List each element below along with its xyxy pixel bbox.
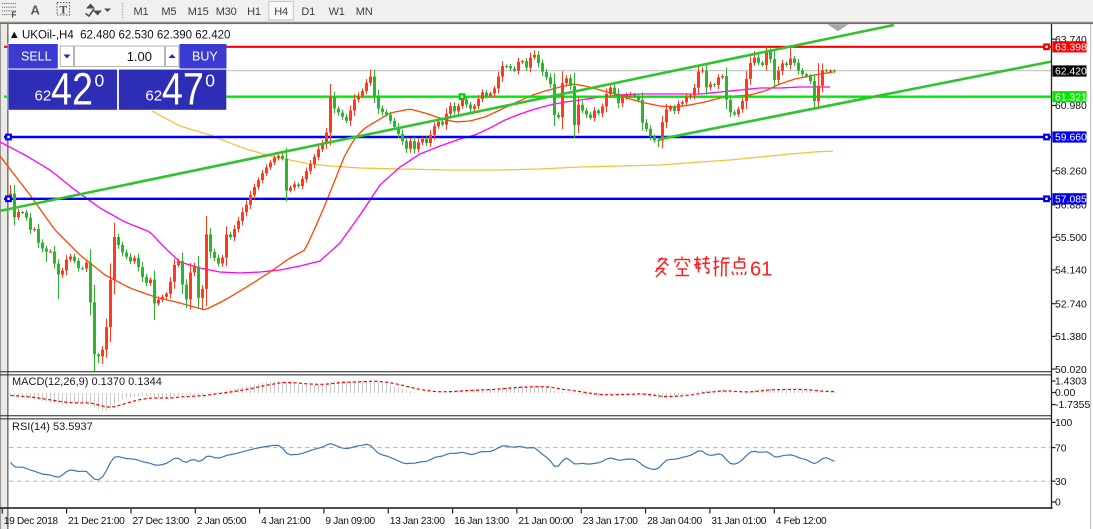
svg-text:47: 47 (162, 64, 204, 115)
svg-text:M5: M5 (161, 6, 176, 18)
svg-text:51.380: 51.380 (1055, 332, 1087, 343)
svg-text:4 Jan 21:00: 4 Jan 21:00 (261, 516, 311, 527)
svg-text:4 Feb 12:00: 4 Feb 12:00 (776, 516, 827, 527)
svg-text:BUY: BUY (192, 50, 218, 64)
svg-text:16 Jan 13:00: 16 Jan 13:00 (454, 516, 509, 527)
svg-text:31 Jan 01:00: 31 Jan 01:00 (711, 516, 766, 527)
svg-text:28 Jan 04:00: 28 Jan 04:00 (647, 516, 702, 527)
svg-text:42: 42 (51, 64, 93, 115)
svg-text:55.500: 55.500 (1055, 233, 1087, 244)
svg-text:30: 30 (1055, 477, 1067, 488)
svg-text:61: 61 (750, 259, 772, 281)
svg-text:19 Dec 2018: 19 Dec 2018 (4, 516, 59, 527)
svg-text:W1: W1 (329, 6, 345, 18)
svg-text:62.420: 62.420 (1055, 67, 1087, 78)
svg-text:-1.7355: -1.7355 (1055, 400, 1090, 411)
svg-text:9 Jan 09:00: 9 Jan 09:00 (325, 516, 375, 527)
svg-text:F: F (12, 11, 17, 20)
svg-text:58.260: 58.260 (1055, 167, 1087, 178)
svg-text:61.321: 61.321 (1055, 92, 1087, 103)
svg-text:54.140: 54.140 (1055, 266, 1087, 277)
svg-text:H1: H1 (247, 6, 261, 18)
svg-text:13 Jan 23:00: 13 Jan 23:00 (390, 516, 445, 527)
svg-text:D1: D1 (301, 6, 315, 18)
svg-text:23 Jan 17:00: 23 Jan 17:00 (583, 516, 638, 527)
svg-text:0: 0 (205, 71, 215, 91)
svg-text:50.020: 50.020 (1055, 365, 1087, 376)
svg-text:21 Dec 21:00: 21 Dec 21:00 (68, 516, 125, 527)
svg-text:100: 100 (1055, 418, 1073, 429)
svg-text:M30: M30 (216, 6, 237, 18)
svg-text:UKOil-,H4 62.480 62.530 62.39: UKOil-,H4 62.480 62.530 62.390 62.420 (22, 30, 230, 42)
svg-text:1.4303: 1.4303 (1055, 377, 1087, 388)
svg-text:M1: M1 (134, 6, 149, 18)
svg-text:RSI(14) 53.5937: RSI(14) 53.5937 (12, 421, 93, 433)
svg-text:27 Dec 13:00: 27 Dec 13:00 (133, 516, 190, 527)
svg-text:70: 70 (1055, 443, 1067, 454)
svg-text:0.00: 0.00 (1055, 388, 1075, 399)
svg-text:0: 0 (95, 71, 105, 91)
svg-text:MACD(12,26,9) 0.1370 0.1344: MACD(12,26,9) 0.1370 0.1344 (12, 376, 162, 388)
svg-text:56.880: 56.880 (1055, 201, 1087, 212)
svg-text:21 Jan 00:00: 21 Jan 00:00 (518, 516, 573, 527)
svg-text:1.00: 1.00 (127, 49, 152, 64)
svg-text:MN: MN (356, 6, 373, 18)
svg-text:T: T (60, 5, 68, 17)
svg-text:59.660: 59.660 (1055, 133, 1087, 144)
svg-text:60.980: 60.980 (1055, 101, 1087, 112)
svg-text:63.740: 63.740 (1055, 35, 1087, 46)
svg-text:2 Jan 05:00: 2 Jan 05:00 (197, 516, 247, 527)
svg-text:H4: H4 (274, 6, 288, 18)
svg-text:A: A (31, 3, 41, 18)
svg-text:63.398: 63.398 (1055, 43, 1087, 54)
svg-text:0: 0 (1055, 498, 1061, 509)
svg-text:62: 62 (145, 88, 162, 105)
svg-text:62: 62 (35, 88, 52, 105)
svg-text:SELL: SELL (21, 50, 52, 64)
svg-text:M15: M15 (188, 6, 209, 18)
svg-text:52.740: 52.740 (1055, 299, 1087, 310)
svg-text:57.085: 57.085 (1055, 195, 1087, 206)
